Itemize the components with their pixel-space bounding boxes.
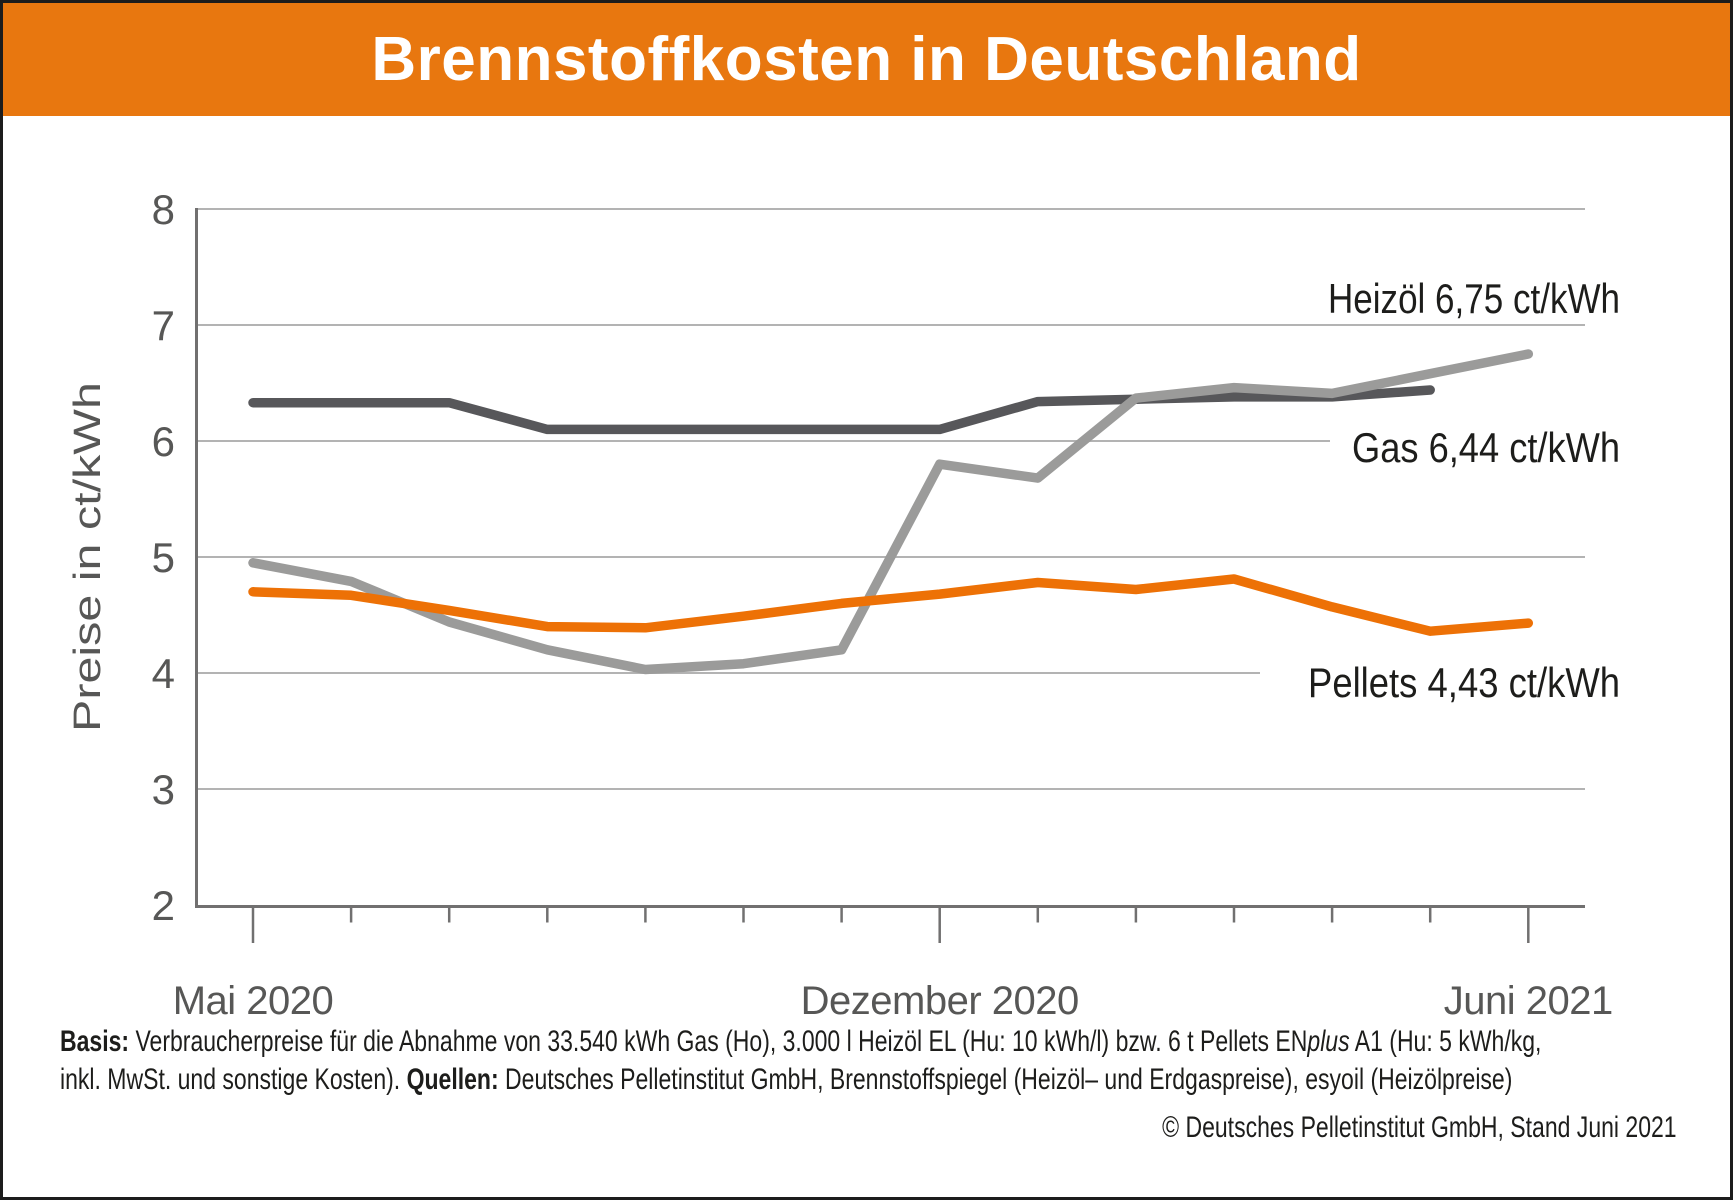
series-label-pellets: Pellets 4,43 ct/kWh	[1308, 659, 1620, 706]
series-line-pellets	[248, 574, 1534, 636]
footer-text-segment: A1 (Hu: 5 kWh/kg,	[1349, 1025, 1542, 1058]
y-tick-label-7: 7	[152, 302, 174, 349]
footer-text-segment: Verbraucherpreise für die Abnahme von 33…	[129, 1025, 1308, 1058]
header-band: Brennstoffkosten in Deutschland	[3, 3, 1730, 116]
footer-text-segment: Deutsches Pelletinstitut GmbH, Brennstof…	[498, 1063, 1513, 1096]
page-title: Brennstoffkosten in Deutschland	[371, 25, 1362, 94]
footer-line-1: Basis: Verbraucherpreise für die Abnahme…	[60, 1023, 1541, 1061]
series-label-heizöl: Heizöl 6,75 ct/kWh	[1328, 275, 1620, 322]
x-tick-label-13: Juni 2021	[1444, 979, 1613, 1023]
y-tick-label-3: 3	[152, 766, 174, 813]
footer-text-segment: inkl. MwSt. und sonstige Kosten).	[60, 1063, 407, 1096]
footer-note: Basis: Verbraucherpreise für die Abnahme…	[60, 1023, 1541, 1099]
footer-text-segment: Basis:	[60, 1025, 130, 1058]
series-line-gas	[248, 385, 1435, 435]
x-tick-label-7: Dezember 2020	[801, 979, 1079, 1023]
copyright-text: © Deutsches Pelletinstitut GmbH, Stand J…	[1162, 1111, 1677, 1144]
series-line-heizöl	[248, 349, 1534, 675]
y-tick-label-2: 2	[152, 882, 174, 929]
x-tick-label-0: Mai 2020	[173, 979, 334, 1023]
y-tick-label-6: 6	[152, 418, 174, 465]
footer-text-segment: plus	[1307, 1025, 1350, 1058]
y-tick-label-5: 5	[152, 534, 174, 581]
footer-line-2: inkl. MwSt. und sonstige Kosten). Quelle…	[60, 1061, 1541, 1099]
line-chart-svg: 2 3 4 5 6 7 8 Preise in ct/kWh Mai 2020 Dezember …	[67, 186, 1620, 1023]
y-tick-label-4: 4	[152, 650, 175, 697]
footer-text-segment: Quellen:	[406, 1063, 499, 1096]
series-label-gas: Gas 6,44 ct/kWh	[1352, 424, 1620, 471]
y-axis-title: Preise in ct/kWh	[67, 382, 109, 732]
y-tick-label-8: 8	[152, 186, 174, 233]
